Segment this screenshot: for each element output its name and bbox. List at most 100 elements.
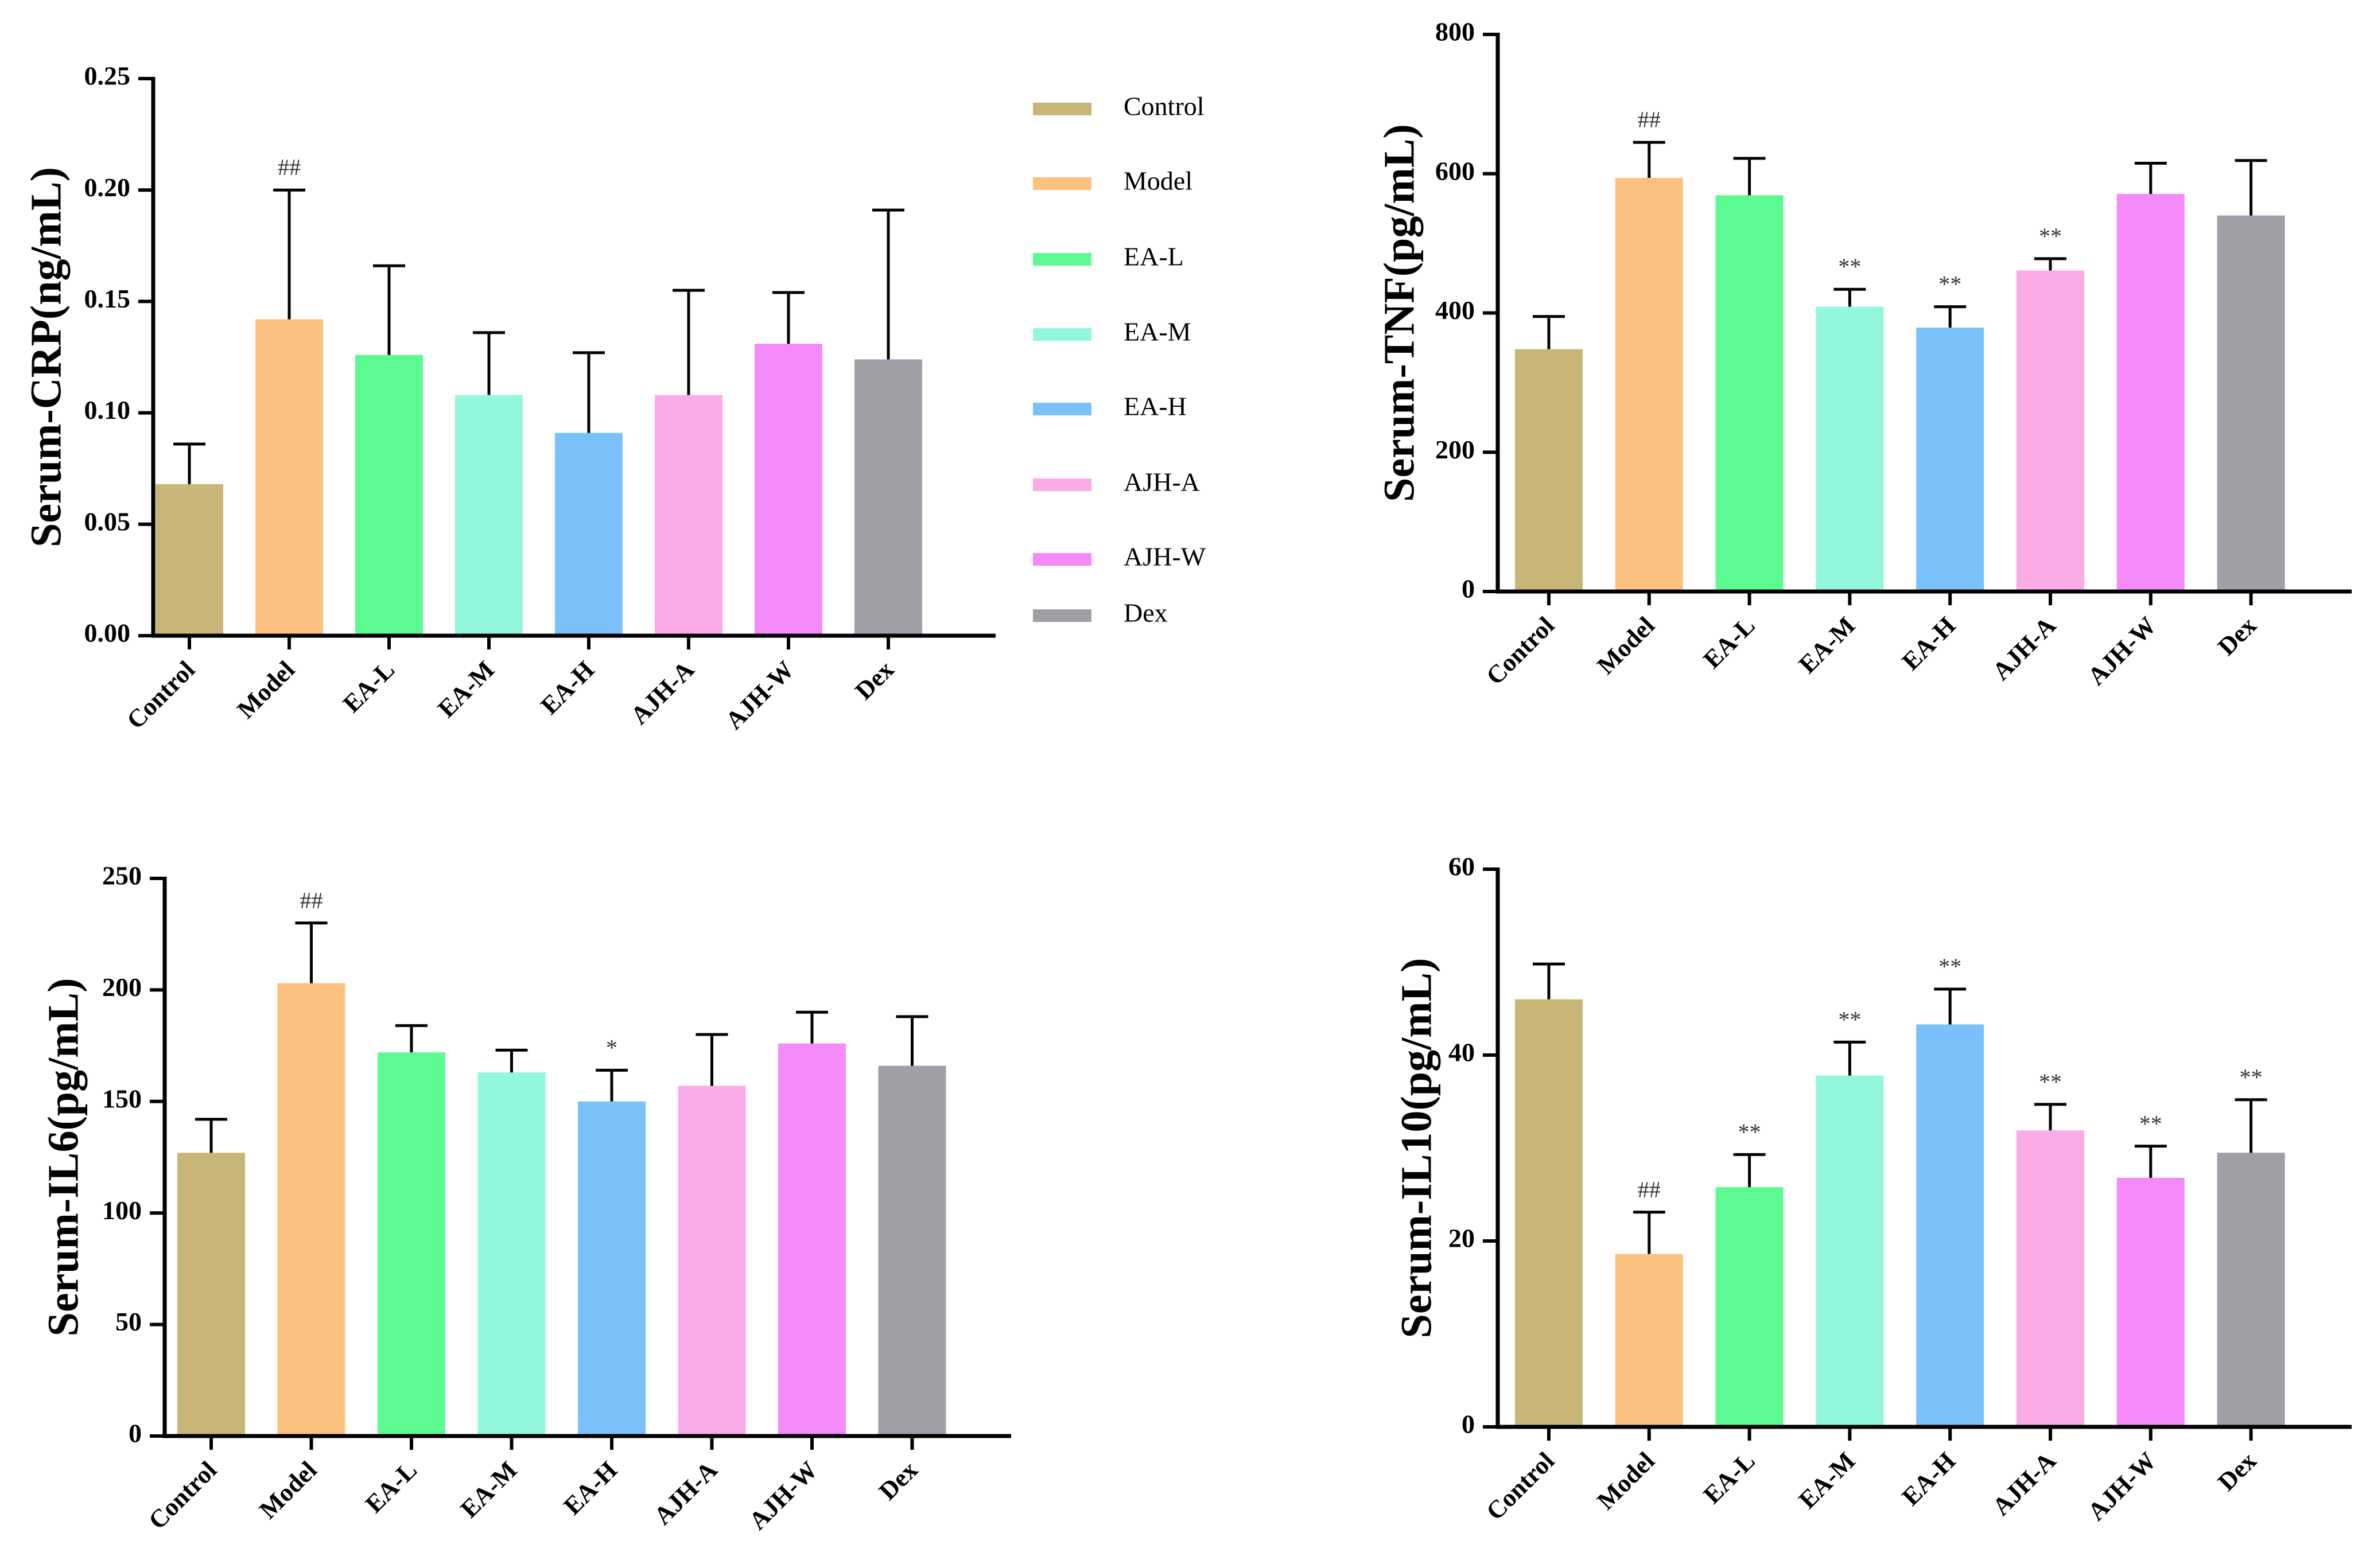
il10-y-tick-label: 40 <box>1448 1038 1475 1067</box>
il10-x-label-dex: Dex <box>2212 1446 2262 1496</box>
legend-label-model: Model <box>1124 166 1192 196</box>
tnf-y-axis-label: Serum-TNF(pg/mL) <box>1375 124 1423 502</box>
crp-x-label-ajh-w: AJH-W <box>720 655 799 734</box>
tnf-bar-ea-h <box>1916 327 1984 592</box>
il6-y-tick-label: 0 <box>129 1419 142 1448</box>
crp-x-label-ea-h: EA-H <box>535 655 600 719</box>
il6-x-label-ea-l: EA-L <box>360 1456 422 1518</box>
il10-x-label-control: Control <box>1481 1446 1560 1526</box>
legend-label-ea-l: EA-L <box>1124 242 1184 271</box>
tnf-y-tick-label: 400 <box>1435 295 1475 325</box>
crp-bar-ea-m <box>455 395 523 636</box>
crp-x-label-ea-l: EA-L <box>337 655 400 718</box>
il6-y-axis-label: Serum-IL6(pg/mL) <box>39 978 87 1337</box>
il10-significance-model: ## <box>1638 1177 1661 1203</box>
il10-y-axis-label: Serum-IL10(pg/mL) <box>1392 958 1440 1339</box>
il10-bar-ea-m <box>1816 1075 1884 1427</box>
il10-significance-dex: ** <box>2240 1064 2263 1090</box>
il6-y-tick-label: 50 <box>115 1307 142 1336</box>
il10-significance-ajh-a: ** <box>2039 1069 2062 1095</box>
il10-bar-dex <box>2217 1153 2285 1427</box>
il10-bar-model <box>1615 1254 1683 1427</box>
legend-swatch-ea-h <box>1033 403 1091 415</box>
tnf-significance-ea-h: ** <box>1938 271 1961 297</box>
tnf-x-label-ajh-w: AJH-W <box>2083 611 2162 690</box>
crp-bar-control <box>156 484 223 636</box>
crp-y-tick-label: 0.05 <box>84 507 131 536</box>
legend-swatch-model <box>1033 177 1091 190</box>
il10-x-label-model: Model <box>1592 1446 1660 1515</box>
legend-label-ajh-w: AJH-W <box>1124 542 1206 571</box>
il6-significance-ea-h: * <box>606 1034 617 1060</box>
crp-x-label-control: Control <box>121 655 200 734</box>
il6-bar-ea-l <box>378 1052 445 1436</box>
il6-x-label-ajh-a: AJH-A <box>648 1456 723 1530</box>
crp-y-tick-label: 0.25 <box>84 61 131 91</box>
legend-label-control: Control <box>1124 92 1205 121</box>
il6-chart: Serum-IL6(pg/mL) Control ## Model EA-L EA-M * E… <box>39 861 1011 1535</box>
il10-significance-ea-l: ** <box>1738 1119 1761 1145</box>
il10-significance-ajh-w: ** <box>2139 1111 2162 1137</box>
crp-bar-ajh-a <box>655 395 722 636</box>
tnf-x-label-ea-h: EA-H <box>1897 611 1961 675</box>
il10-x-label-ea-m: EA-M <box>1793 1446 1861 1514</box>
tnf-bar-ea-m <box>1816 306 1884 592</box>
il10-y-tick-label: 60 <box>1448 852 1475 881</box>
il6-bar-dex <box>878 1065 946 1436</box>
tnf-bar-dex <box>2217 215 2285 592</box>
il10-significance-ea-m: ** <box>1838 1006 1861 1032</box>
legend-swatch-dex <box>1033 609 1091 622</box>
il6-y-tick-label: 150 <box>102 1084 142 1113</box>
tnf-x-label-ea-l: EA-L <box>1698 611 1761 674</box>
il10-x-label-ea-h: EA-H <box>1897 1446 1961 1511</box>
crp-significance-model: ## <box>278 154 301 180</box>
tnf-significance-model: ## <box>1638 107 1661 133</box>
legend-swatch-ea-l <box>1033 253 1091 266</box>
tnf-bar-control <box>1515 349 1583 592</box>
tnf-bar-model <box>1615 178 1683 592</box>
legend-label-ea-m: EA-M <box>1124 317 1191 347</box>
tnf-chart: Serum-TNF(pg/mL) Control ## Model EA-L ** EA-M… <box>1375 17 2352 691</box>
tnf-bar-ea-l <box>1715 195 1784 592</box>
il10-y-tick-label: 0 <box>1462 1410 1475 1439</box>
crp-y-tick-label: 0.00 <box>84 618 131 648</box>
tnf-significance-ea-m: ** <box>1838 254 1861 279</box>
il6-x-label-model: Model <box>254 1456 322 1524</box>
crp-bar-dex <box>854 359 922 636</box>
il10-x-label-ajh-w: AJH-W <box>2083 1446 2162 1526</box>
il10-chart: Serum-IL10(pg/mL) Control ## Model ** EA-L ** E… <box>1392 852 2352 1526</box>
il10-bar-control <box>1515 999 1583 1427</box>
crp-chart: Serum-CRP(ng/mL) Control ## Model EA-L EA-M EA… <box>22 61 996 735</box>
crp-x-label-ajh-a: AJH-A <box>625 655 700 730</box>
il10-bar-ea-l <box>1715 1187 1784 1427</box>
tnf-significance-ajh-a: ** <box>2039 223 2062 249</box>
il6-x-label-ea-h: EA-H <box>558 1456 623 1520</box>
il10-y-tick-label: 20 <box>1448 1224 1475 1253</box>
legend-swatch-ajh-a <box>1033 478 1091 491</box>
crp-y-tick-label: 0.15 <box>84 284 131 313</box>
legend-swatch-ajh-w <box>1033 553 1091 566</box>
il10-bar-ajh-a <box>2017 1130 2084 1427</box>
tnf-y-tick-label: 200 <box>1435 435 1475 464</box>
legend: Control Model EA-L EA-M EA-H AJH-A AJH-W Dex <box>1033 92 1206 628</box>
il6-x-label-ea-m: EA-M <box>455 1456 523 1523</box>
tnf-x-label-ea-m: EA-M <box>1793 611 1861 679</box>
tnf-bar-ajh-a <box>2017 270 2084 592</box>
il10-bar-ajh-w <box>2116 1177 2185 1427</box>
tnf-x-label-control: Control <box>1481 611 1560 690</box>
tnf-x-label-model: Model <box>1592 611 1660 679</box>
crp-x-label-dex: Dex <box>850 655 899 705</box>
il6-bar-ea-m <box>477 1072 546 1436</box>
il6-x-label-control: Control <box>143 1456 222 1535</box>
il10-bar-ea-h <box>1916 1024 1984 1427</box>
il10-x-label-ea-l: EA-L <box>1698 1446 1761 1509</box>
tnf-y-tick-label: 800 <box>1435 17 1475 46</box>
tnf-x-label-ajh-a: AJH-A <box>1987 611 2061 686</box>
legend-label-dex: Dex <box>1124 598 1168 628</box>
il10-x-label-ajh-a: AJH-A <box>1987 1446 2061 1521</box>
il6-x-label-ajh-w: AJH-W <box>744 1456 823 1535</box>
il6-bar-ajh-w <box>778 1043 846 1436</box>
legend-swatch-ea-m <box>1033 328 1091 341</box>
crp-bar-ajh-w <box>755 344 822 636</box>
